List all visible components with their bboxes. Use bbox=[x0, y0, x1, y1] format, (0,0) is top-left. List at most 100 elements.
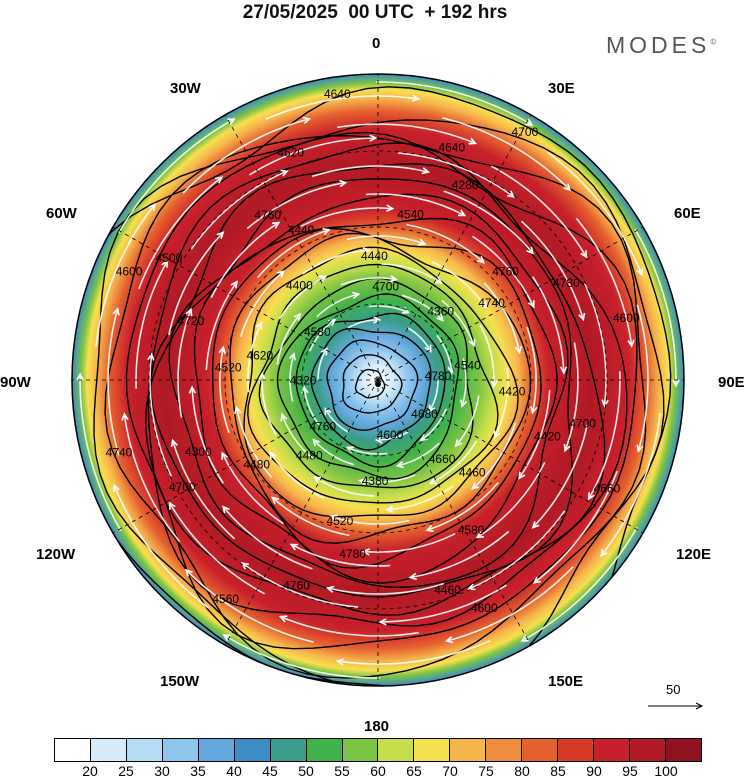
streamline bbox=[455, 395, 480, 447]
colorbar-tick-label: 80 bbox=[514, 763, 530, 779]
streamline-arrow-icon bbox=[184, 568, 193, 577]
colorbar-tick-label: 70 bbox=[442, 763, 458, 779]
streamline bbox=[330, 515, 410, 525]
streamline-arrow-icon bbox=[216, 231, 225, 240]
contour-label: 4460 bbox=[459, 466, 486, 480]
streamline-arrow-icon bbox=[434, 276, 444, 284]
streamline-arrow-icon bbox=[436, 313, 444, 322]
contour-label: 4460 bbox=[434, 583, 461, 597]
streamline bbox=[311, 165, 429, 178]
streamline-arrow-icon bbox=[563, 443, 571, 453]
lon-label-180: 180 bbox=[364, 718, 390, 735]
streamline-arrow-icon bbox=[460, 399, 468, 408]
contour-label: 4740 bbox=[106, 445, 133, 459]
streamline bbox=[442, 117, 571, 191]
lon-label-30e: 30E bbox=[548, 80, 575, 97]
contour-label: 4760 bbox=[254, 208, 281, 222]
streamline bbox=[340, 277, 397, 286]
streamline-arrow-icon bbox=[374, 436, 383, 444]
streamline-arrow-icon bbox=[302, 116, 312, 124]
geopotential-contour bbox=[310, 327, 432, 451]
streamline bbox=[436, 334, 453, 373]
streamline bbox=[309, 319, 336, 352]
streamline bbox=[472, 235, 535, 308]
colorbar-swatch bbox=[198, 739, 235, 761]
streamline-arrow-icon bbox=[476, 255, 485, 264]
contour-label: 4420 bbox=[534, 429, 561, 443]
streamline bbox=[278, 275, 327, 320]
streamline bbox=[446, 566, 574, 642]
streamline bbox=[246, 181, 346, 230]
colorbar-swatch bbox=[450, 739, 487, 761]
colorbar-swatch bbox=[665, 739, 701, 761]
streamline-arrow-icon bbox=[419, 433, 428, 442]
contour-label: 4480 bbox=[296, 448, 323, 462]
colorbar-swatch bbox=[558, 739, 595, 761]
streamline-arrow-icon bbox=[222, 634, 231, 642]
streamline-arrow-icon bbox=[468, 137, 478, 145]
geopotential-contour bbox=[342, 353, 403, 414]
contour-label: 4500 bbox=[156, 251, 183, 265]
lon-label-120w: 120W bbox=[36, 546, 76, 563]
streamline-arrow-icon bbox=[479, 300, 487, 309]
streamline bbox=[168, 502, 265, 595]
streamline bbox=[247, 322, 263, 393]
contour-label: 4780 bbox=[425, 369, 452, 383]
streamline-arrow-icon bbox=[389, 274, 398, 283]
streamline-arrow-icon bbox=[563, 183, 572, 192]
brand-copyright: © bbox=[710, 37, 717, 47]
contour-label: 4760 bbox=[309, 420, 336, 434]
colorbar-tick-label: 45 bbox=[262, 763, 278, 779]
streamline bbox=[327, 582, 445, 595]
streamline bbox=[386, 485, 454, 511]
streamline bbox=[363, 532, 456, 553]
streamline-arrow-icon bbox=[490, 379, 498, 389]
streamline bbox=[303, 387, 320, 426]
streamline bbox=[191, 387, 224, 484]
colorbar-swatch bbox=[486, 739, 523, 761]
streamline bbox=[316, 293, 359, 318]
streamline bbox=[221, 452, 284, 525]
streamline bbox=[280, 615, 419, 637]
streamline bbox=[441, 299, 475, 346]
streamline-arrow-icon bbox=[335, 658, 345, 666]
colorbar-swatch bbox=[378, 739, 415, 761]
colorbar-tick-label: 50 bbox=[298, 763, 314, 779]
geopotential-contour bbox=[326, 339, 419, 431]
streamline-arrow-icon bbox=[514, 345, 522, 355]
streamline-arrow-icon bbox=[386, 204, 395, 212]
meridian-line bbox=[377, 379, 644, 534]
streamline bbox=[526, 326, 537, 413]
streamline-arrow-icon bbox=[147, 352, 155, 361]
streamline-arrow-icon bbox=[559, 366, 568, 375]
geopotential-contour bbox=[168, 193, 569, 589]
streamline-arrow-icon bbox=[421, 167, 431, 175]
streamline-arrow-icon bbox=[276, 270, 285, 278]
streamline bbox=[107, 308, 120, 456]
colorbar-swatch bbox=[414, 739, 451, 761]
streamline-arrow-icon bbox=[411, 94, 421, 102]
streamline-arrow-icon bbox=[369, 134, 378, 142]
geopotential-contour bbox=[193, 217, 558, 584]
contour-label: 4560 bbox=[212, 592, 239, 606]
streamline bbox=[401, 294, 444, 321]
streamline bbox=[182, 118, 310, 194]
lon-label-60e: 60E bbox=[674, 205, 701, 222]
streamline-arrow-icon bbox=[188, 385, 197, 394]
contour-label: 4780 bbox=[339, 547, 366, 561]
streamline bbox=[461, 358, 467, 407]
contour-label: 4700 bbox=[569, 416, 596, 430]
streamline bbox=[471, 423, 517, 490]
streamline-arrow-icon bbox=[168, 501, 176, 510]
streamline-arrow-icon bbox=[230, 280, 238, 289]
streamline-arrow-icon bbox=[339, 179, 348, 188]
colorbar-swatch bbox=[162, 739, 199, 761]
streamline bbox=[302, 249, 370, 275]
colorbar-tick-label: 40 bbox=[226, 763, 242, 779]
streamline-arrow-icon bbox=[475, 531, 484, 539]
streamline-arrow-icon bbox=[526, 246, 534, 255]
streamline bbox=[575, 217, 633, 347]
streamline-arrow-icon bbox=[312, 438, 320, 447]
streamline bbox=[600, 413, 661, 557]
streamline bbox=[588, 371, 621, 500]
